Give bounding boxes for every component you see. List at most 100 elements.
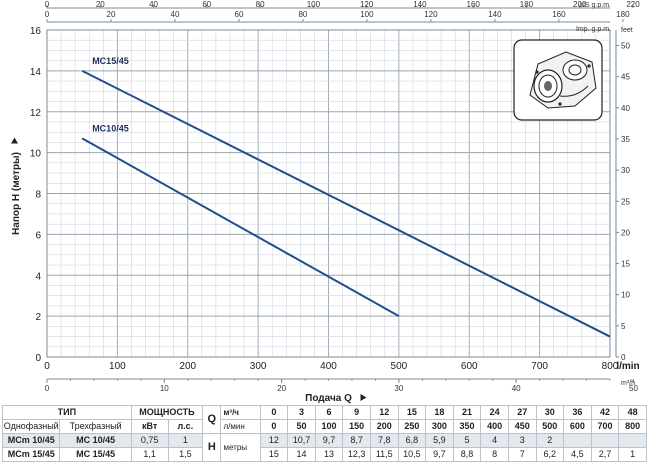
q-lmin-cell: 50 — [287, 419, 316, 434]
q-lmin-cell: 800 — [618, 419, 647, 434]
q-m3h-cell: 3 — [287, 405, 316, 420]
q-m3h-cell: 0 — [259, 405, 289, 420]
q-label: Q — [202, 405, 222, 434]
imp-gpm-tick-label: 0 — [45, 10, 50, 19]
plot-area-frame — [46, 29, 611, 358]
q-lmin-cell: 600 — [563, 419, 592, 434]
q-m3h-cell: 27 — [507, 405, 537, 420]
imp-gpm-tick-label: 60 — [235, 10, 244, 19]
x-tick-label: 600 — [461, 361, 478, 372]
head-cell: 8,7 — [342, 433, 371, 448]
m3h-unit: м³/ч — [220, 405, 261, 420]
model-three: MC 10/45 — [59, 433, 132, 448]
y-tick-label: 0 — [35, 353, 41, 364]
y-tick-label: 2 — [35, 312, 41, 323]
model-single: MCm 10/45 — [1, 433, 61, 448]
y-tick-label: 14 — [30, 67, 42, 78]
y-axis-arrow-icon — [11, 137, 18, 144]
m3h-tick-label: 10 — [160, 384, 169, 393]
feet-tick-label: 35 — [621, 135, 630, 144]
us-gpm-tick-label: 0 — [45, 0, 50, 9]
q-lmin-cell: 250 — [397, 419, 427, 434]
feet-tick-label: 30 — [621, 166, 630, 175]
head-cell: 2,7 — [590, 447, 620, 462]
head-cell: 9,7 — [314, 433, 344, 448]
table-header-row: ТИП МОЩНОСТЬ Q м³/ч 0 3 6 9 12 15 18 21 … — [2, 405, 647, 434]
q-lmin-cell: 700 — [590, 419, 620, 434]
meters-unit: метры — [220, 433, 261, 462]
head-cell: 15 — [259, 447, 289, 462]
chart-grid — [47, 30, 610, 357]
m3h-unit-label: m³/h — [621, 380, 635, 387]
head-cell — [590, 433, 620, 448]
x-tick-label: 800 — [602, 361, 619, 372]
table-row: MCm 10/45 MC 10/45 0,75 1 H метры 12 10,… — [1, 433, 647, 462]
feet-tick-label: 40 — [621, 104, 630, 113]
type-header: ТИП — [2, 405, 132, 420]
chart-series: MC15/45 MC10/45 — [81, 56, 611, 338]
x-tick-label: 200 — [179, 361, 196, 372]
q-lmin-cell: 400 — [480, 419, 509, 434]
head-cell: 4,5 — [563, 447, 592, 462]
head-cell: 2 — [535, 433, 565, 448]
q-m3h-cell: 30 — [535, 405, 565, 420]
head-cell — [618, 433, 647, 448]
m3h-tick-label: 40 — [512, 384, 521, 393]
x-axis-arrow-icon — [360, 394, 367, 401]
q-m3h-cell: 24 — [480, 405, 509, 420]
feet-tick-label: 5 — [621, 322, 626, 331]
hp-header: л.с. — [167, 419, 204, 434]
x-tick-label: 0 — [44, 361, 50, 372]
q-m3h-cell: 21 — [452, 405, 482, 420]
us-gpm-tick-label: 100 — [307, 0, 321, 9]
y-tick-label: 16 — [30, 26, 42, 37]
model-single: MCm 15/45 — [1, 447, 61, 462]
us-gpm-tick-label: 140 — [413, 0, 427, 9]
us-gpm-tick-label: 120 — [360, 0, 374, 9]
table-subheader-row: Однофазный Трехфазный кВт л.с. л/мин 0 5… — [1, 419, 647, 434]
y-tick-label: 8 — [35, 190, 41, 201]
imp-gpm-unit-label: Imp. g.p.m. — [576, 26, 611, 33]
imp-gpm-tick-label: 100 — [360, 10, 374, 19]
feet-tick-label: 10 — [621, 291, 630, 300]
x-tick-label: 400 — [320, 361, 337, 372]
q-lmin-cell: 200 — [369, 419, 399, 434]
q-lmin-cell: 350 — [452, 419, 482, 434]
series-label: MC10/45 — [92, 123, 129, 133]
y-tick-label: 6 — [35, 230, 41, 241]
power-hp: 1 — [167, 433, 204, 448]
series-label: MC15/45 — [92, 56, 129, 66]
kw-header: кВт — [130, 419, 169, 434]
head-cell: 12 — [259, 433, 289, 448]
q-m3h-cell: 36 — [563, 405, 592, 420]
head-cell: 5 — [452, 433, 482, 448]
head-cell — [563, 433, 592, 448]
head-cell: 11,5 — [369, 447, 399, 462]
head-cell: 12,3 — [342, 447, 371, 462]
m3h-tick-label: 0 — [45, 384, 50, 393]
head-cell: 1 — [618, 447, 647, 462]
specification-table: ТИП МОЩНОСТЬ Q м³/ч 0 3 6 9 12 15 18 21 … — [1, 405, 647, 462]
us-gpm-unit-label: US g.p.m. — [580, 2, 611, 9]
imp-gpm-tick-label: 160 — [552, 10, 566, 19]
m3h-tick-label: 50 — [629, 384, 638, 393]
q-m3h-cell: 18 — [425, 405, 454, 420]
lmin-unit: л/мин — [220, 419, 261, 434]
power-kw: 1,1 — [130, 447, 169, 462]
head-cell: 5,9 — [425, 433, 454, 448]
feet-tick-label: 25 — [621, 197, 630, 206]
pump-illustration-icon — [513, 39, 603, 121]
us-gpm-tick-label: 160 — [467, 0, 481, 9]
feet-tick-label: 20 — [621, 228, 630, 237]
head-cell: 6,2 — [535, 447, 565, 462]
q-m3h-cell: 15 — [397, 405, 427, 420]
model-three: MC 15/45 — [59, 447, 132, 462]
y-tick-label: 12 — [30, 108, 42, 119]
imp-gpm-tick-label: 140 — [488, 10, 502, 19]
x-tick-label: 500 — [391, 361, 408, 372]
head-cell: 6,8 — [397, 433, 427, 448]
us-gpm-tick-label: 40 — [149, 0, 158, 9]
head-cell: 10,7 — [287, 433, 316, 448]
series-line-mc15-45 — [81, 69, 611, 338]
